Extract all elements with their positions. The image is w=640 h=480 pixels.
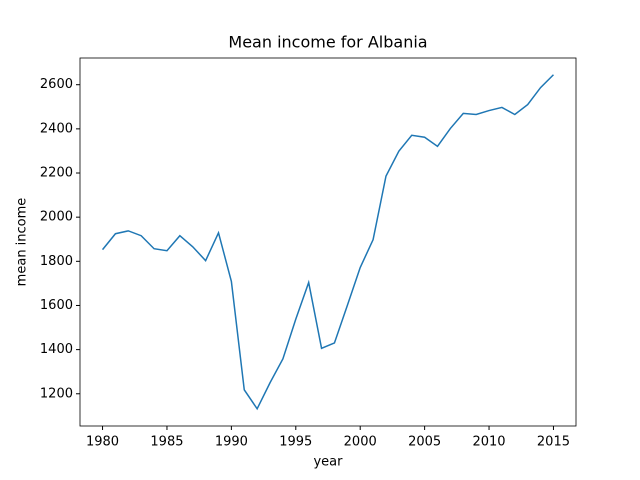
x-tick-label: 1995 bbox=[279, 435, 312, 450]
y-tick-label: 2400 bbox=[40, 121, 73, 136]
line-series bbox=[101, 74, 554, 411]
y-tick-label: 1400 bbox=[40, 342, 73, 357]
x-tick-label: 2015 bbox=[537, 435, 570, 450]
plot-frame bbox=[79, 57, 577, 427]
y-tick-label: 1600 bbox=[40, 298, 73, 313]
x-tick-label: 2010 bbox=[472, 435, 505, 450]
y-tick-label: 1800 bbox=[40, 254, 73, 269]
y-axis-label: mean income bbox=[15, 198, 30, 287]
y-tick-label: 2000 bbox=[40, 210, 73, 225]
x-tick-label: 2000 bbox=[344, 435, 377, 450]
chart-title: Mean income for Albania bbox=[228, 33, 427, 52]
x-tick-label: 1980 bbox=[86, 435, 119, 450]
y-tick-label: 2600 bbox=[40, 77, 73, 92]
x-axis-label: year bbox=[313, 455, 343, 470]
x-tick-label: 2005 bbox=[408, 435, 441, 450]
x-tick-label: 1990 bbox=[215, 435, 248, 450]
y-tick-label: 2200 bbox=[40, 166, 73, 181]
y-tick-label: 1200 bbox=[40, 386, 73, 401]
x-tick-label: 1985 bbox=[150, 435, 183, 450]
